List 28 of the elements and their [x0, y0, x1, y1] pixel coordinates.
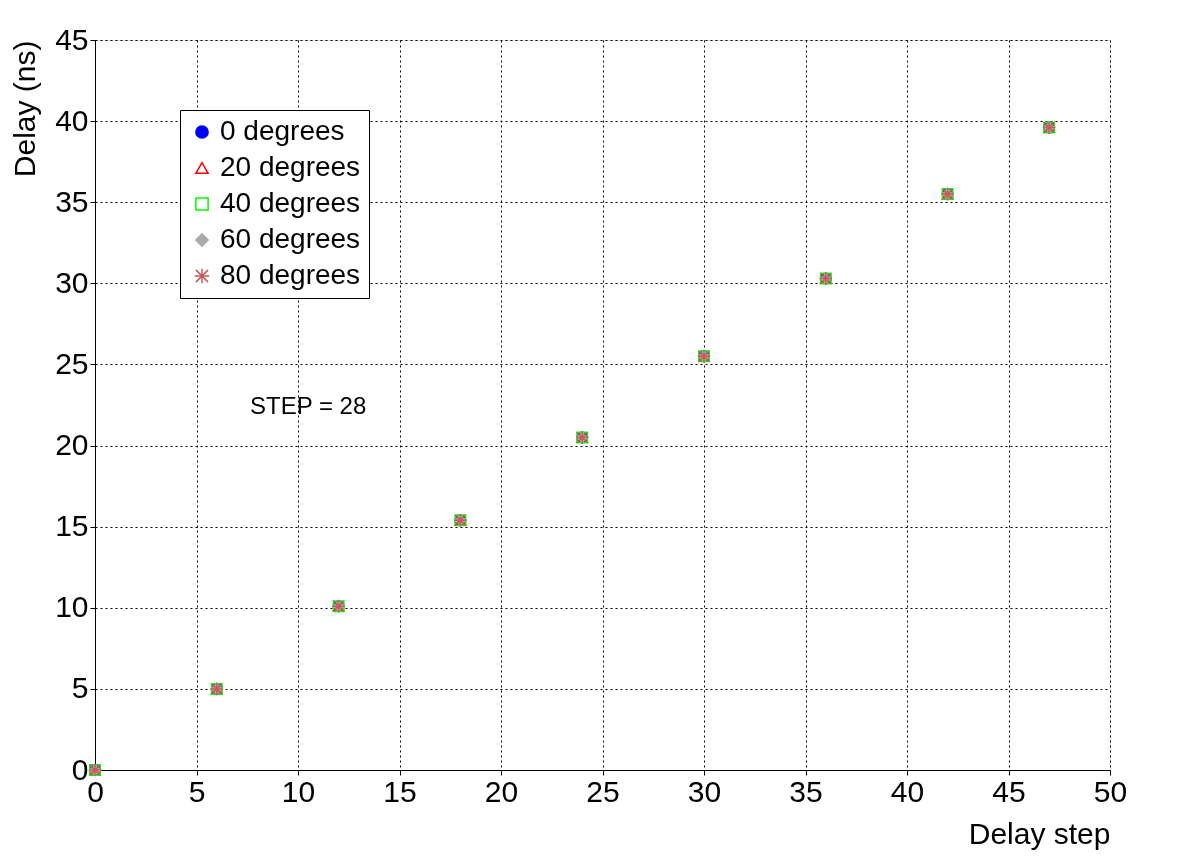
y-tick-label: 10	[55, 590, 89, 624]
x-tick-label: 5	[188, 774, 206, 808]
y-tick-label: 30	[55, 265, 89, 299]
x-tick-label: 15	[383, 774, 417, 808]
y-tick-label: 40	[55, 103, 89, 137]
legend-label: 0 degrees	[220, 115, 345, 146]
y-tick-label: 25	[55, 346, 89, 380]
y-axis-title: Delay (ns)	[8, 40, 42, 178]
y-tick-label: 15	[55, 509, 89, 543]
y-tick-label: 20	[55, 428, 89, 462]
annotation: STEP = 28	[250, 392, 367, 419]
x-tick-label: 10	[281, 774, 316, 808]
x-tick-label: 30	[687, 774, 722, 808]
x-tick-label: 40	[890, 774, 925, 808]
x-tick-label: 25	[586, 774, 620, 808]
legend-label: 60 degrees	[220, 223, 361, 254]
y-tick-label: 5	[71, 671, 89, 705]
x-tick-label: 20	[484, 774, 519, 808]
x-tick-label: 35	[789, 774, 823, 808]
y-tick-label: 35	[55, 184, 89, 218]
x-tick-label: 45	[992, 774, 1026, 808]
legend-label: 20 degrees	[220, 151, 361, 182]
y-tick-label: 0	[71, 752, 89, 786]
x-axis-title: Delay step	[968, 816, 1111, 850]
x-tick-label: 50	[1093, 774, 1128, 808]
legend-label: 80 degrees	[220, 259, 361, 290]
y-tick-label: 45	[55, 22, 89, 56]
legend-label: 40 degrees	[220, 187, 361, 218]
